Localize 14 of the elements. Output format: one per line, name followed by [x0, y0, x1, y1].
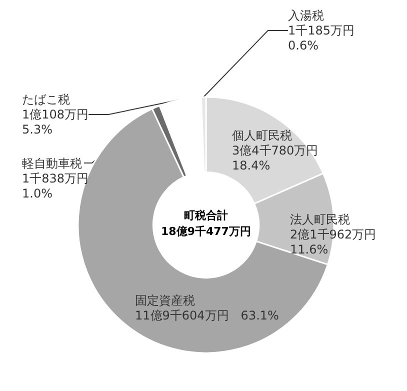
slice-label: 入湯税	[288, 8, 324, 22]
data-label: 1千838万円 1.0%	[22, 172, 89, 200]
data-label: 3億4千780万円 18.4%	[232, 144, 318, 172]
slice-label: 法人町民税	[290, 212, 350, 226]
text: 町税合計	[184, 209, 228, 222]
data-label: 11億9千604万円 63.1%	[135, 308, 279, 322]
slice-label: 個人町民税	[232, 128, 292, 142]
data-label: 1千185万円 0.6%	[288, 24, 355, 52]
data-label: 2億1千962万円 11.6%	[290, 228, 376, 256]
data-label: 1億108万円 5.3%	[22, 108, 89, 136]
slice-label: 軽自動車税	[22, 156, 82, 170]
slice-label: 固定資産税	[135, 294, 195, 308]
slice-label: たばこ税	[22, 92, 70, 106]
text: 18億9千477万円	[161, 225, 251, 238]
